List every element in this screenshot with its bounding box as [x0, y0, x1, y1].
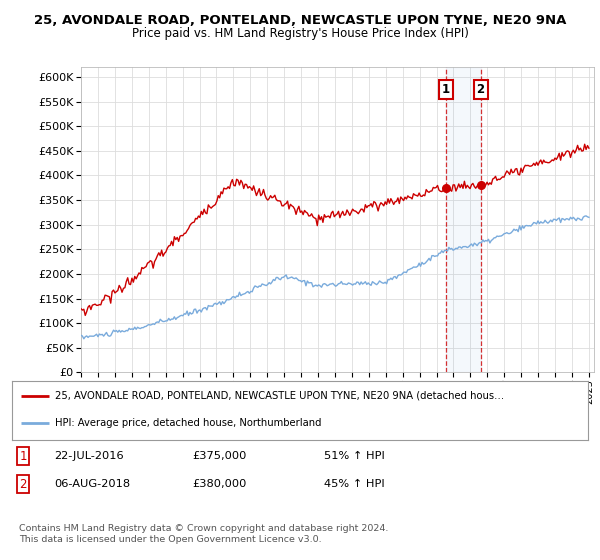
Text: £375,000: £375,000: [192, 451, 247, 461]
Text: 25, AVONDALE ROAD, PONTELAND, NEWCASTLE UPON TYNE, NE20 9NA: 25, AVONDALE ROAD, PONTELAND, NEWCASTLE …: [34, 14, 566, 27]
Text: 2: 2: [19, 478, 27, 491]
Text: HPI: Average price, detached house, Northumberland: HPI: Average price, detached house, Nort…: [55, 418, 322, 428]
Text: 45% ↑ HPI: 45% ↑ HPI: [324, 479, 385, 489]
Text: 25, AVONDALE ROAD, PONTELAND, NEWCASTLE UPON TYNE, NE20 9NA (detached hous…: 25, AVONDALE ROAD, PONTELAND, NEWCASTLE …: [55, 390, 505, 400]
Text: 22-JUL-2016: 22-JUL-2016: [54, 451, 124, 461]
Bar: [446, 67, 481, 372]
Text: £380,000: £380,000: [192, 479, 247, 489]
Text: 1: 1: [19, 450, 27, 463]
Text: 51% ↑ HPI: 51% ↑ HPI: [324, 451, 385, 461]
Text: 06-AUG-2018: 06-AUG-2018: [54, 479, 130, 489]
Text: Price paid vs. HM Land Registry's House Price Index (HPI): Price paid vs. HM Land Registry's House …: [131, 27, 469, 40]
Text: 1: 1: [442, 83, 450, 96]
Text: Contains HM Land Registry data © Crown copyright and database right 2024.
This d: Contains HM Land Registry data © Crown c…: [19, 524, 389, 544]
Text: 2: 2: [476, 83, 485, 96]
